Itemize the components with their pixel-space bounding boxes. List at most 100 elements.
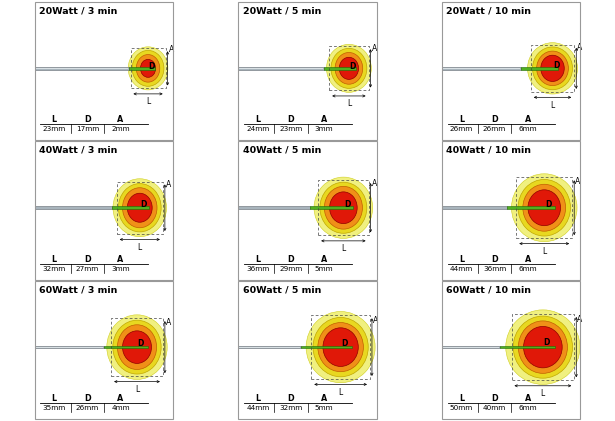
Bar — [443, 68, 520, 69]
Bar — [301, 346, 352, 348]
Text: A: A — [577, 315, 582, 324]
Ellipse shape — [339, 57, 359, 80]
Bar — [239, 67, 324, 69]
Text: A: A — [373, 316, 378, 325]
Ellipse shape — [330, 192, 357, 224]
Text: D: D — [84, 255, 90, 264]
Text: A: A — [577, 43, 582, 52]
Ellipse shape — [335, 53, 363, 84]
Text: 36mm: 36mm — [246, 266, 269, 272]
Text: L: L — [52, 255, 57, 264]
Text: 35mm: 35mm — [42, 405, 66, 411]
Bar — [517, 177, 572, 238]
Text: L: L — [138, 243, 142, 252]
Text: D: D — [341, 339, 347, 348]
Bar — [35, 346, 104, 348]
Text: 20Watt / 10 min: 20Watt / 10 min — [446, 6, 531, 15]
Text: D: D — [288, 394, 294, 403]
Text: 32mm: 32mm — [42, 266, 66, 272]
Bar — [531, 45, 574, 92]
Ellipse shape — [323, 328, 359, 366]
Text: D: D — [344, 200, 351, 209]
Text: A: A — [321, 394, 327, 403]
Text: 40Watt / 10 min: 40Watt / 10 min — [446, 146, 531, 155]
Bar — [507, 206, 555, 209]
Ellipse shape — [137, 55, 160, 82]
Ellipse shape — [128, 47, 168, 90]
Text: 26mm: 26mm — [483, 126, 506, 133]
Text: L: L — [255, 255, 260, 264]
Text: 60Watt / 5 min: 60Watt / 5 min — [243, 285, 321, 294]
Text: A: A — [321, 255, 327, 264]
Ellipse shape — [324, 187, 362, 229]
Text: 44mm: 44mm — [246, 405, 269, 411]
Text: D: D — [288, 115, 294, 124]
Text: A: A — [525, 255, 531, 264]
Ellipse shape — [122, 331, 151, 363]
Ellipse shape — [528, 43, 577, 94]
Bar — [311, 315, 370, 379]
Text: 36mm: 36mm — [483, 266, 506, 272]
Text: L: L — [541, 389, 545, 398]
Text: 5mm: 5mm — [315, 405, 333, 411]
Ellipse shape — [537, 51, 568, 85]
Ellipse shape — [523, 184, 566, 231]
Bar — [442, 346, 500, 348]
Ellipse shape — [320, 182, 367, 233]
Text: 29mm: 29mm — [279, 266, 303, 272]
Text: D: D — [138, 339, 144, 348]
Text: 20Watt / 5 min: 20Watt / 5 min — [243, 6, 321, 15]
Text: 60Watt / 10 min: 60Watt / 10 min — [446, 285, 531, 294]
Bar — [35, 67, 129, 69]
Text: L: L — [341, 244, 346, 253]
Text: 24mm: 24mm — [246, 126, 269, 133]
Ellipse shape — [523, 326, 562, 368]
Bar — [112, 206, 149, 209]
Ellipse shape — [541, 55, 564, 81]
Text: L: L — [338, 388, 343, 397]
Text: 3mm: 3mm — [315, 126, 333, 133]
Text: A: A — [117, 394, 124, 403]
Text: 32mm: 32mm — [279, 405, 303, 411]
Bar — [443, 347, 499, 348]
Text: 2mm: 2mm — [111, 126, 130, 133]
Ellipse shape — [113, 179, 167, 237]
Bar — [442, 67, 521, 69]
Text: A: A — [525, 115, 531, 124]
Ellipse shape — [117, 325, 157, 370]
Bar — [104, 346, 148, 348]
Bar — [500, 346, 555, 348]
Ellipse shape — [118, 184, 161, 232]
Text: A: A — [321, 115, 327, 124]
Text: L: L — [146, 97, 150, 107]
Text: L: L — [52, 115, 57, 124]
Text: A: A — [371, 44, 377, 53]
Text: D: D — [491, 255, 498, 264]
Text: L: L — [255, 115, 260, 124]
Text: D: D — [349, 61, 356, 71]
Bar — [129, 67, 155, 69]
Ellipse shape — [533, 47, 573, 90]
Bar — [111, 318, 163, 376]
Text: D: D — [140, 200, 147, 209]
Text: L: L — [135, 385, 139, 394]
Text: 23mm: 23mm — [279, 126, 303, 133]
Text: 4mm: 4mm — [111, 405, 130, 411]
Ellipse shape — [140, 59, 156, 77]
Text: L: L — [542, 247, 546, 256]
Bar — [239, 347, 300, 348]
Bar — [512, 314, 574, 380]
Text: A: A — [166, 180, 171, 189]
Bar — [324, 67, 356, 69]
Bar — [239, 68, 323, 69]
Text: D: D — [84, 394, 90, 403]
Text: L: L — [550, 101, 555, 110]
Bar — [239, 206, 310, 209]
Bar — [239, 346, 301, 348]
Text: 26mm: 26mm — [76, 405, 99, 411]
Text: 40Watt / 3 min: 40Watt / 3 min — [39, 146, 117, 155]
Bar — [117, 181, 163, 234]
Ellipse shape — [512, 174, 577, 242]
Bar — [130, 48, 165, 88]
Text: A: A — [117, 115, 124, 124]
